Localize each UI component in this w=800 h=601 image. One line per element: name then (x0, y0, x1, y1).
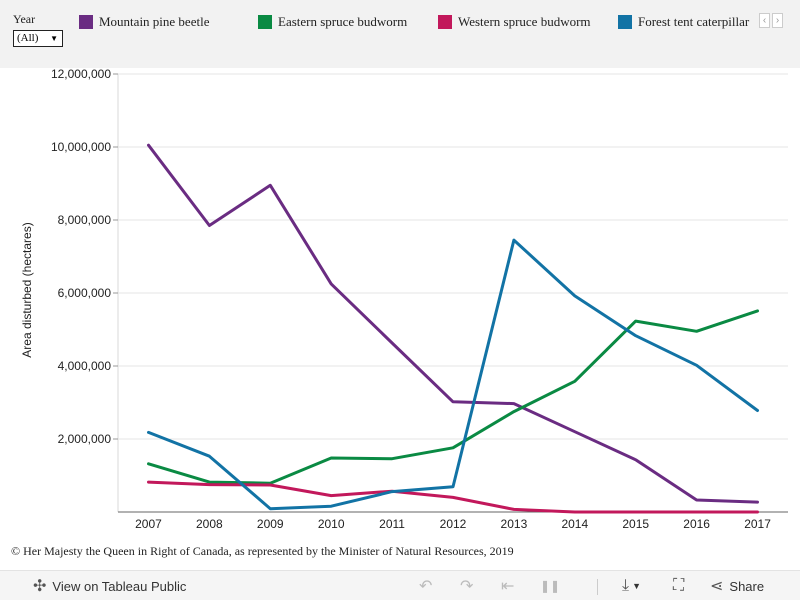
chart-area: Area disturbed (hectares) 2,000,000 4,000… (0, 67, 800, 538)
legend-next-icon[interactable]: › (772, 13, 783, 28)
header-band (0, 0, 800, 68)
pause-icon: ❚❚ (540, 579, 561, 593)
x-tick-label: 2012 (440, 517, 467, 531)
series-line-western-spruce-budworm (147, 480, 759, 514)
view-on-tableau-public-link[interactable]: ✣ View on Tableau Public (33, 571, 186, 601)
x-tick-label: 2007 (135, 517, 162, 531)
x-tick-label: 2016 (683, 517, 710, 531)
y-tick-label: 6,000,000 (58, 286, 112, 300)
copyright-text: © Her Majesty the Queen in Right of Cana… (11, 544, 514, 558)
series-line-forest-tent-caterpillar (147, 238, 759, 511)
x-tick-label: 2009 (257, 517, 284, 531)
tableau-logo-icon: ✣ (33, 578, 47, 595)
year-filter-select[interactable]: (All) ▼ (13, 30, 63, 47)
legend-swatch (79, 15, 93, 29)
x-tick-label: 2017 (744, 517, 771, 531)
y-tick-label: 8,000,000 (58, 213, 112, 227)
share-icon: ⋖ (710, 578, 724, 595)
legend-label: Western spruce budworm (458, 14, 591, 29)
legend-label: Eastern spruce budworm (278, 14, 408, 29)
x-tick-label: 2015 (622, 517, 649, 531)
legend-item-mountain-pine-beetle[interactable]: Mountain pine beetle (79, 14, 209, 30)
y-axis-label: Area disturbed (hectares) (20, 222, 34, 357)
x-tick-label: 2011 (379, 517, 405, 531)
chevron-down-icon: ▼ (632, 581, 641, 591)
view-on-tableau-label: View on Tableau Public (52, 578, 187, 594)
dropdown-arrow-icon: ▼ (50, 34, 58, 43)
legend-item-forest-tent-caterpillar[interactable]: Forest tent caterpillar (618, 14, 749, 30)
x-tick-label: 2008 (196, 517, 223, 531)
revert-icon: ⇤ (501, 578, 515, 595)
legend-swatch (258, 15, 272, 29)
x-tick-label: 2010 (318, 517, 345, 531)
y-tick-label: 12,000,000 (51, 68, 111, 81)
share-label: Share (729, 578, 765, 594)
legend-item-eastern-spruce-budworm[interactable]: Eastern spruce budworm (258, 14, 407, 30)
y-tick-label: 10,000,000 (51, 140, 111, 154)
legend-swatch (618, 15, 632, 29)
download-icon: ⤓ (622, 577, 630, 594)
share-button[interactable]: ⋖ Share (710, 571, 764, 601)
redo-button[interactable]: ↷ (460, 571, 473, 601)
undo-button[interactable]: ↶ (419, 571, 432, 601)
legend-label: Mountain pine beetle (99, 14, 210, 29)
download-button[interactable]: ⤓ ▼ (622, 571, 641, 601)
line-chart: Area disturbed (hectares) 2,000,000 4,000… (20, 67, 788, 531)
undo-icon: ↶ (419, 578, 433, 595)
legend-label: Forest tent caterpillar (638, 14, 750, 29)
legend-swatch (438, 15, 452, 29)
fullscreen-icon: ⛶ (673, 577, 685, 594)
fullscreen-button[interactable]: ⛶ (673, 571, 684, 601)
year-filter-label: Year (13, 12, 36, 26)
year-filter-value: (All) (17, 32, 39, 44)
legend-prev-icon[interactable]: ‹ (759, 13, 770, 28)
y-tick-label: 4,000,000 (58, 359, 112, 373)
x-tick-label: 2013 (501, 517, 528, 531)
series-line-eastern-spruce-budworm (147, 309, 759, 485)
toolbar: ✣ View on Tableau Public ↶ ↷ ⇤ ❚❚ ⤓ ▼ ⛶ … (0, 570, 800, 600)
revert-button[interactable]: ⇤ (501, 571, 514, 601)
legend-item-western-spruce-budworm[interactable]: Western spruce budworm (438, 14, 591, 30)
redo-icon: ↷ (460, 578, 474, 595)
toolbar-divider (597, 579, 598, 595)
pause-button[interactable]: ❚❚ (540, 571, 560, 601)
x-tick-label: 2014 (561, 517, 588, 531)
series-line-mountain-pine-beetle (147, 143, 759, 504)
y-tick-label: 2,000,000 (58, 432, 112, 446)
